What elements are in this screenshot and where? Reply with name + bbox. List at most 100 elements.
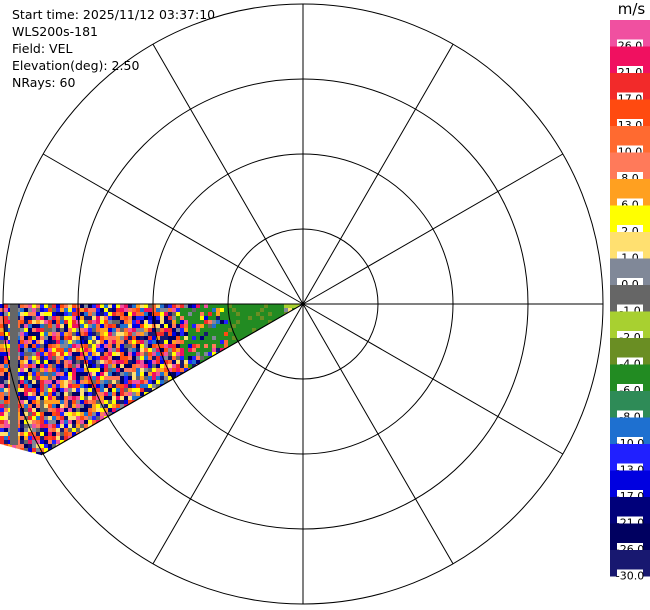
velocity-cell xyxy=(244,316,248,320)
velocity-cell xyxy=(48,444,52,448)
velocity-cell xyxy=(10,400,18,403)
velocity-cell xyxy=(176,436,180,440)
velocity-cell xyxy=(240,336,244,340)
velocity-cell xyxy=(216,312,220,316)
velocity-cell xyxy=(288,348,292,352)
velocity-cell xyxy=(128,384,132,388)
velocity-cell xyxy=(60,428,64,432)
velocity-cell xyxy=(72,424,76,428)
velocity-cell xyxy=(20,392,24,396)
velocity-cell xyxy=(160,360,164,364)
velocity-cell xyxy=(72,440,76,444)
velocity-cell xyxy=(112,372,116,376)
velocity-cell xyxy=(148,308,152,312)
velocity-cell xyxy=(64,308,68,312)
velocity-cell xyxy=(264,432,268,436)
velocity-cell xyxy=(148,372,152,376)
velocity-cell xyxy=(152,420,156,424)
velocity-cell xyxy=(256,336,260,340)
velocity-cell xyxy=(108,300,112,304)
velocity-cell xyxy=(96,440,100,444)
velocity-cell xyxy=(228,408,232,412)
velocity-cell xyxy=(104,456,108,460)
velocity-cell xyxy=(40,360,44,364)
velocity-cell xyxy=(128,428,132,432)
velocity-cell xyxy=(68,412,72,416)
velocity-cell xyxy=(284,456,288,460)
velocity-cell xyxy=(280,328,284,332)
velocity-cell xyxy=(160,396,164,400)
velocity-cell xyxy=(168,432,172,436)
velocity-cell xyxy=(196,448,200,452)
velocity-cell xyxy=(52,404,56,408)
velocity-cell xyxy=(160,324,164,328)
velocity-cell xyxy=(204,332,208,336)
velocity-cell xyxy=(104,372,108,376)
velocity-cell xyxy=(176,420,180,424)
velocity-cell xyxy=(88,452,92,455)
velocity-cell xyxy=(64,448,68,452)
velocity-cell xyxy=(88,324,92,328)
velocity-cell xyxy=(180,336,184,340)
velocity-cell xyxy=(28,436,32,440)
velocity-cell xyxy=(10,328,18,331)
velocity-cell xyxy=(184,336,188,340)
velocity-cell xyxy=(252,336,256,340)
velocity-cell xyxy=(36,320,40,324)
velocity-cell xyxy=(180,332,184,336)
velocity-cell xyxy=(204,452,208,455)
velocity-cell xyxy=(236,348,240,352)
velocity-cell xyxy=(76,408,80,412)
velocity-cell xyxy=(204,408,208,412)
velocity-cell xyxy=(292,368,296,372)
azimuth-spoke xyxy=(152,303,304,565)
velocity-cell xyxy=(256,440,260,444)
colorbar-label-bg xyxy=(617,119,643,130)
velocity-cell xyxy=(256,452,260,455)
velocity-cell xyxy=(52,328,56,332)
velocity-cell xyxy=(200,316,204,320)
velocity-cell xyxy=(248,432,252,436)
velocity-cell xyxy=(240,316,244,320)
velocity-cell xyxy=(20,316,24,320)
velocity-cell xyxy=(104,428,108,432)
velocity-cell xyxy=(64,300,68,304)
velocity-cell xyxy=(280,352,284,356)
field-text: Field: VEL xyxy=(12,41,73,56)
velocity-cell xyxy=(28,340,32,344)
velocity-cell xyxy=(140,444,144,448)
velocity-cell xyxy=(152,364,156,368)
velocity-cell xyxy=(228,308,232,312)
velocity-cell xyxy=(284,444,288,448)
velocity-cell xyxy=(0,356,4,360)
velocity-cell xyxy=(108,344,112,348)
velocity-cell xyxy=(144,452,148,455)
velocity-cell xyxy=(176,300,180,304)
velocity-cell xyxy=(160,308,164,312)
velocity-cell xyxy=(208,368,212,372)
velocity-cell xyxy=(148,400,152,404)
velocity-cell xyxy=(108,340,112,344)
velocity-cell xyxy=(4,360,8,364)
velocity-cell xyxy=(128,420,132,424)
velocity-cell xyxy=(100,440,104,444)
velocity-cell xyxy=(164,372,168,376)
velocity-cell xyxy=(20,420,24,424)
velocity-cell xyxy=(192,420,196,424)
velocity-cell xyxy=(228,316,232,320)
velocity-cell xyxy=(100,300,104,304)
velocity-cell xyxy=(180,440,184,444)
velocity-cell xyxy=(4,432,8,436)
velocity-cell xyxy=(140,404,144,408)
velocity-cell xyxy=(272,312,276,316)
velocity-cell xyxy=(128,432,132,436)
velocity-cell xyxy=(192,300,196,304)
velocity-cell xyxy=(92,316,96,320)
velocity-cell xyxy=(152,368,156,372)
velocity-cell xyxy=(24,396,28,400)
velocity-cell xyxy=(204,348,208,352)
velocity-cell xyxy=(20,412,24,416)
velocity-cell xyxy=(160,456,164,460)
velocity-cell xyxy=(280,412,284,416)
velocity-cell xyxy=(304,412,308,416)
